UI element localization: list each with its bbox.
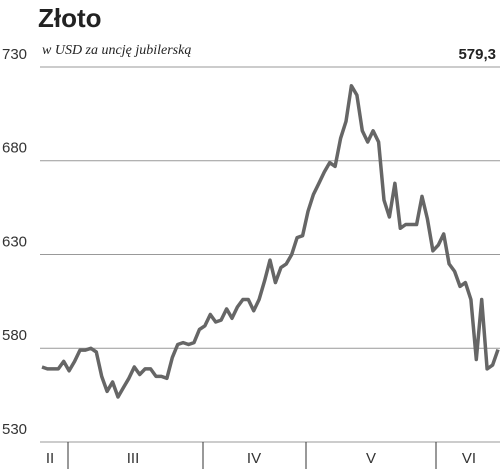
- x-tick-label: V: [366, 450, 376, 467]
- last-value: 579,3: [458, 46, 496, 63]
- price-line: [41, 84, 500, 399]
- x-tick-label: III: [127, 450, 140, 467]
- y-tick-label: 580: [2, 327, 27, 344]
- y-tick-label: 530: [2, 421, 27, 438]
- chart-title: Złoto: [38, 3, 102, 33]
- y-tick-label: 730: [2, 46, 27, 63]
- y-tick-label: 630: [2, 233, 27, 250]
- y-tick-label: 680: [2, 140, 27, 157]
- subtitle: w USD za uncję jubilerską: [42, 43, 191, 58]
- x-tick-label: II: [46, 450, 54, 467]
- x-tick-label: VI: [462, 450, 476, 467]
- x-tick-label: IV: [247, 450, 261, 467]
